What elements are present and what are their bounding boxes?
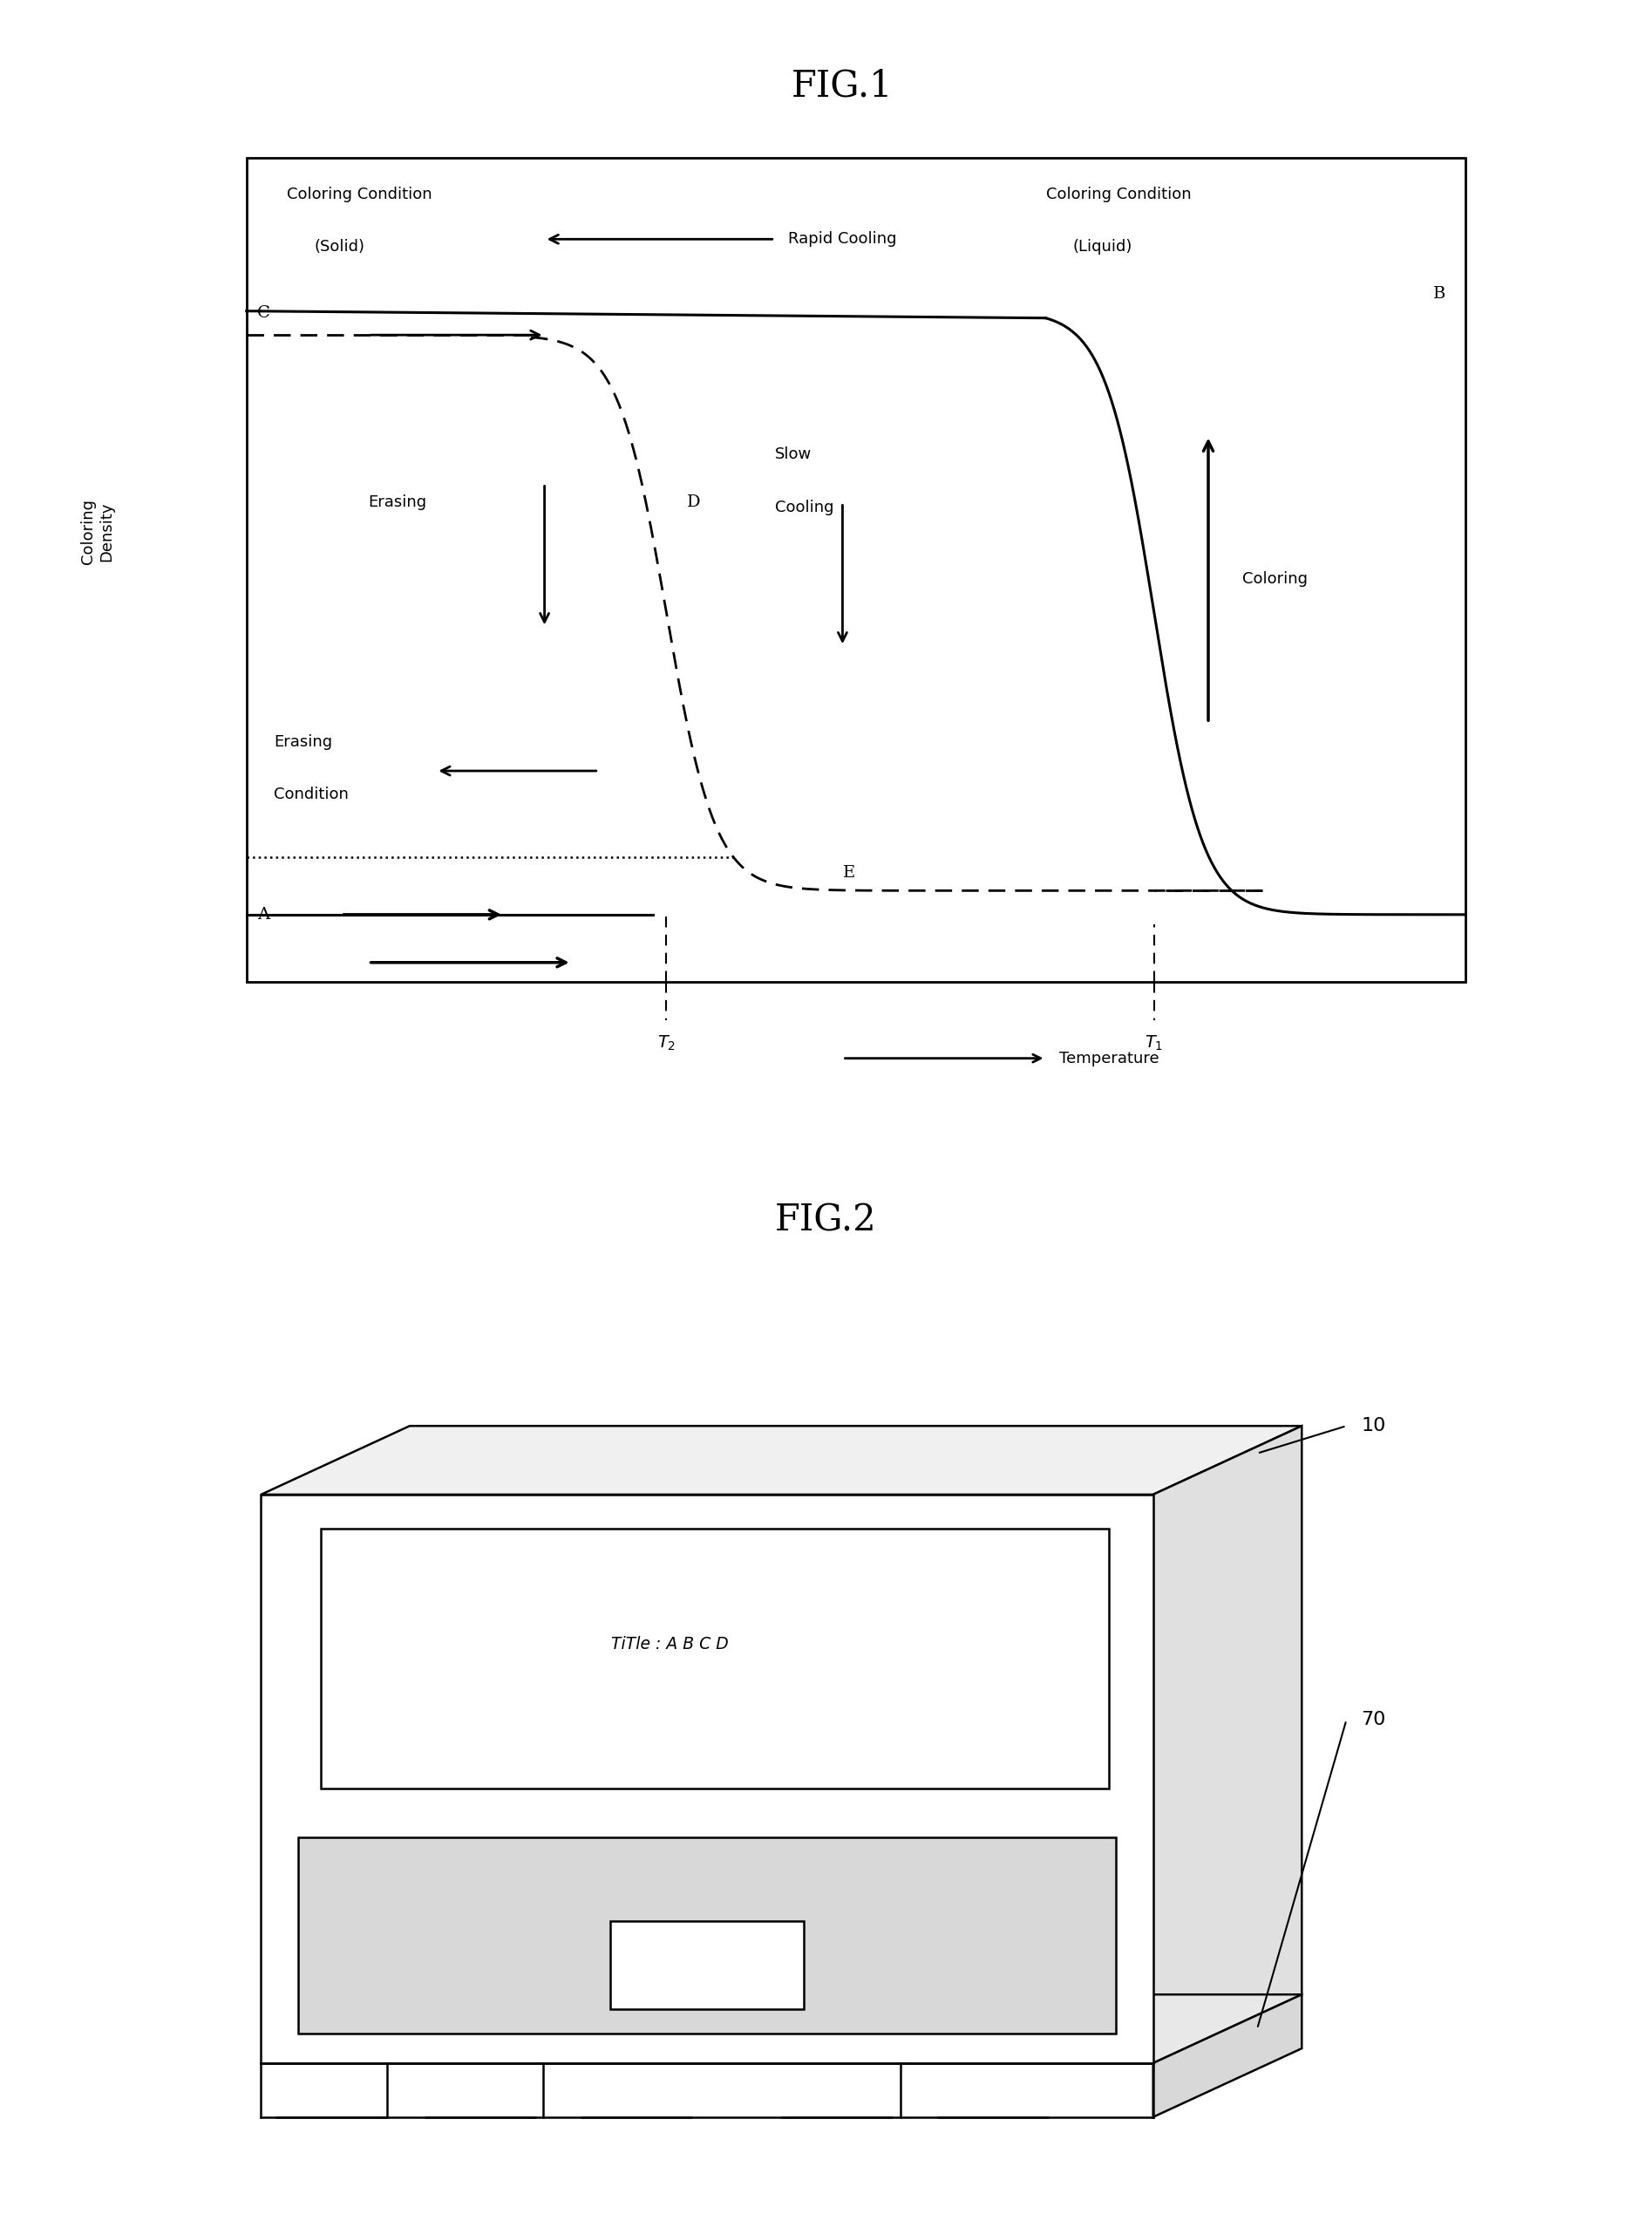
Text: 10: 10 [1361,1417,1386,1435]
Text: (Liquid): (Liquid) [1072,238,1132,254]
Text: D: D [687,495,700,510]
Bar [246,158,1465,983]
Text: Erasing: Erasing [274,735,332,751]
Polygon shape [261,1994,1302,2063]
Text: (Solid): (Solid) [314,238,365,254]
Polygon shape [320,1528,1108,1789]
Text: FIG.1: FIG.1 [791,67,894,105]
Text: A: A [258,907,269,922]
Polygon shape [611,1921,805,2010]
Text: 70: 70 [1361,1711,1386,1729]
Text: Erasing: Erasing [368,495,426,510]
Text: Coloring Condition: Coloring Condition [287,187,433,203]
Text: Rapid Cooling: Rapid Cooling [788,232,897,247]
Text: Cooling: Cooling [775,499,834,515]
Text: Slow: Slow [775,448,811,463]
Text: TiTle : A B C D: TiTle : A B C D [611,1635,729,1653]
Text: B: B [1432,285,1446,301]
Text: Coloring
Density: Coloring Density [81,499,114,564]
Text: E: E [843,864,854,880]
Polygon shape [1153,1426,1302,2063]
Text: C: C [258,305,271,321]
Text: FIG.2: FIG.2 [775,1201,877,1239]
Text: $T_1$: $T_1$ [1145,1034,1163,1054]
Polygon shape [1153,1994,1302,2117]
Text: $T_2$: $T_2$ [657,1034,676,1054]
Text: Temperature: Temperature [1059,1049,1160,1067]
Text: Condition: Condition [274,786,349,802]
Polygon shape [297,1838,1117,2034]
Text: Coloring: Coloring [1242,570,1307,588]
Polygon shape [261,1426,1302,1495]
Text: Coloring Condition: Coloring Condition [1046,187,1191,203]
Polygon shape [261,1495,1153,2063]
